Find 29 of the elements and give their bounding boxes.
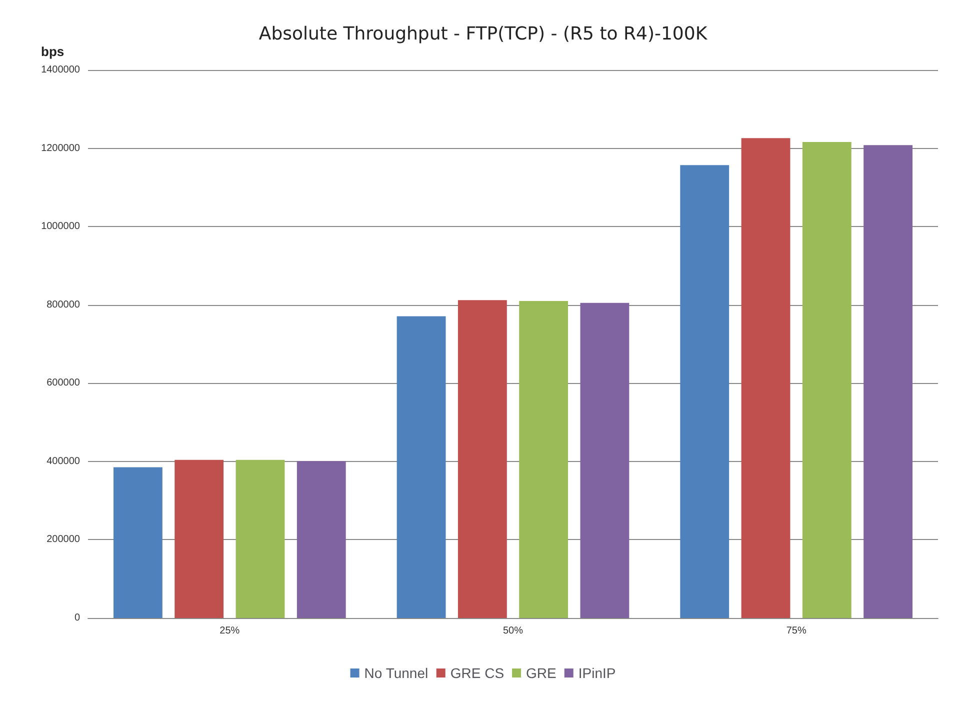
bar <box>296 461 346 618</box>
x-tick-label: 50% <box>502 626 524 636</box>
bar <box>236 460 285 618</box>
chart-title: Absolute Throughput - FTP(TCP) - (R5 to R4)-100K <box>258 24 708 44</box>
bar <box>802 142 852 618</box>
y-tick-label: 1400000 <box>41 64 80 76</box>
x-tick-label: 25% <box>220 626 240 636</box>
x-tick-label: 75% <box>786 626 806 636</box>
y-tick-label: 1000000 <box>41 221 80 232</box>
y-tick-label: 200000 <box>46 534 80 546</box>
legend-label: GRE CS <box>450 665 504 681</box>
bar <box>396 316 446 618</box>
bar <box>864 145 912 618</box>
y-axis-title: bps <box>41 44 64 59</box>
bar <box>741 138 790 618</box>
legend-label: No Tunnel <box>364 665 428 681</box>
y-tick-label: 600000 <box>46 378 80 389</box>
bar <box>580 302 630 618</box>
y-tick-label: 1200000 <box>41 142 80 154</box>
legend-label: IPinIP <box>578 665 616 681</box>
y-tick-label: 800000 <box>46 299 80 310</box>
y-tick-label: 0 <box>74 612 80 624</box>
bar <box>519 300 568 618</box>
bar <box>458 300 507 618</box>
bar <box>680 165 730 618</box>
legend-label: GRE <box>526 665 556 681</box>
bar <box>114 467 162 618</box>
y-tick-label: 400000 <box>46 456 80 467</box>
bar <box>174 460 224 618</box>
